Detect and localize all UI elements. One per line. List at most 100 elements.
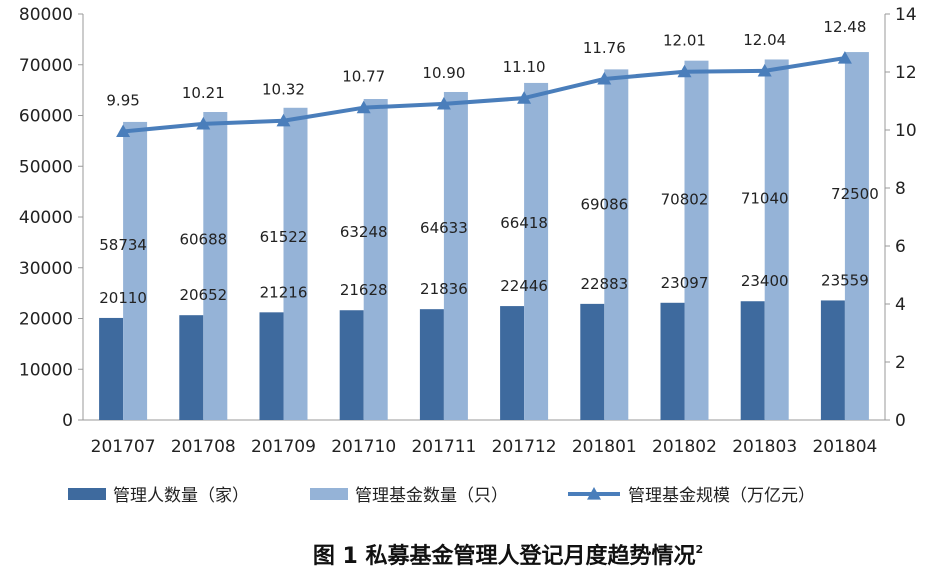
data-label-fund-count: 72500 bbox=[831, 185, 879, 203]
x-tick-label: 201712 bbox=[492, 437, 557, 457]
bar-fund-count bbox=[283, 107, 308, 420]
line-marker-triangle bbox=[757, 63, 772, 77]
data-label-fund-count: 70802 bbox=[661, 190, 709, 208]
data-label-fund-scale: 10.32 bbox=[262, 81, 305, 99]
y-right-tick-label: 12 bbox=[895, 63, 917, 83]
data-label-fund-count: 66418 bbox=[500, 214, 548, 232]
legend-swatch bbox=[310, 488, 348, 500]
figure-caption-text: 图 1 私募基金管理人登记月度趋势情况 bbox=[313, 543, 696, 569]
x-tick-label: 201804 bbox=[812, 437, 877, 457]
x-tick-label: 201803 bbox=[732, 437, 797, 457]
data-label-manager-count: 22446 bbox=[500, 277, 548, 295]
x-tick-label: 201709 bbox=[251, 437, 316, 457]
chart-legend: 管理人数量（家） 管理基金数量（只） 管理基金规模（万亿元） bbox=[68, 486, 815, 506]
data-label-fund-count: 60688 bbox=[179, 230, 227, 248]
legend-swatch-marker bbox=[587, 487, 601, 500]
data-label-fund-scale: 10.90 bbox=[422, 64, 465, 82]
y-right-tick-label: 2 bbox=[895, 353, 906, 373]
data-label-fund-count: 69086 bbox=[580, 196, 628, 214]
data-label-manager-count: 21216 bbox=[260, 283, 308, 301]
data-label-manager-count: 20110 bbox=[99, 289, 147, 307]
bar-fund-count bbox=[363, 99, 388, 420]
y-left-tick-label: 0 bbox=[62, 411, 73, 431]
data-label-fund-scale: 11.76 bbox=[583, 39, 626, 57]
data-label-manager-count: 23559 bbox=[821, 271, 869, 289]
data-label-fund-scale: 9.95 bbox=[106, 91, 139, 109]
line-marker-triangle bbox=[597, 71, 612, 85]
y-right-tick-label: 0 bbox=[895, 411, 906, 431]
bar-fund-count bbox=[123, 121, 148, 420]
legend-swatch bbox=[68, 488, 106, 500]
legend-item-fund-scale: 管理基金规模（万亿元） bbox=[568, 486, 815, 506]
bar-manager-count bbox=[820, 300, 845, 420]
line-marker-triangle bbox=[196, 116, 211, 130]
data-label-fund-count: 58734 bbox=[99, 236, 147, 254]
x-tick-label: 201802 bbox=[652, 437, 717, 457]
bar-manager-count bbox=[339, 310, 364, 420]
x-tick-label: 201710 bbox=[331, 437, 396, 457]
data-label-manager-count: 22883 bbox=[580, 275, 628, 293]
x-tick-label: 201801 bbox=[572, 437, 637, 457]
data-label-manager-count: 20652 bbox=[179, 286, 227, 304]
line-marker-triangle bbox=[837, 51, 852, 64]
line-marker-triangle bbox=[436, 96, 451, 110]
chart-bars bbox=[99, 52, 869, 421]
y-left-tick-label: 80000 bbox=[19, 5, 73, 25]
y-left-tick-label: 60000 bbox=[19, 107, 73, 127]
bar-manager-count bbox=[179, 315, 204, 420]
bar-manager-count bbox=[580, 303, 605, 420]
bar-manager-count bbox=[500, 306, 525, 420]
data-label-fund-scale: 10.21 bbox=[182, 84, 225, 102]
bar-fund-count bbox=[844, 52, 869, 420]
chart-data-labels: 20110 20652 21216 21628 21836 22446 22883 23097… bbox=[99, 18, 879, 307]
y-left-tick-label: 40000 bbox=[19, 208, 73, 228]
bar-manager-count bbox=[740, 301, 765, 420]
bar-manager-count bbox=[660, 302, 685, 420]
legend-label: 管理基金规模（万亿元） bbox=[628, 486, 815, 506]
y-left-tick-label: 70000 bbox=[19, 56, 73, 76]
data-label-fund-count: 64633 bbox=[420, 219, 468, 237]
line-marker-triangle bbox=[677, 64, 692, 78]
figure-caption: 图 1 私募基金管理人登记月度趋势情况2 bbox=[313, 543, 703, 569]
line-marker-triangle bbox=[517, 91, 532, 104]
data-label-fund-scale: 10.77 bbox=[342, 68, 385, 86]
bar-fund-count bbox=[604, 69, 629, 420]
data-label-fund-count: 63248 bbox=[340, 223, 388, 241]
y-right-tick-label: 8 bbox=[895, 179, 906, 199]
data-label-manager-count: 23400 bbox=[741, 272, 789, 290]
y-right-tick-label: 14 bbox=[895, 5, 917, 25]
legend-label: 管理基金数量（只） bbox=[355, 486, 508, 506]
y-left-tick-label: 30000 bbox=[19, 259, 73, 279]
x-tick-label: 201707 bbox=[91, 437, 156, 457]
bar-manager-count bbox=[419, 309, 444, 420]
data-label-fund-scale: 12.01 bbox=[663, 32, 706, 50]
bar-manager-count bbox=[99, 317, 124, 420]
line-marker-triangle bbox=[356, 100, 371, 114]
y-left-tick-label: 20000 bbox=[19, 310, 73, 330]
y-right-tick-label: 4 bbox=[895, 295, 906, 315]
chart-line-series bbox=[116, 51, 852, 138]
legend-item-fund-count: 管理基金数量（只） bbox=[310, 486, 508, 506]
x-tick-label: 201711 bbox=[411, 437, 476, 457]
data-label-fund-count: 71040 bbox=[741, 190, 789, 208]
bar-fund-count bbox=[203, 112, 228, 421]
y-left-tick-label: 10000 bbox=[19, 360, 73, 380]
y-right-tick-label: 6 bbox=[895, 237, 906, 257]
data-label-manager-count: 23097 bbox=[661, 274, 709, 292]
figure-caption-superscript: 2 bbox=[695, 543, 703, 556]
data-label-manager-count: 21836 bbox=[420, 280, 468, 298]
bar-manager-count bbox=[259, 312, 284, 420]
bar-fund-count bbox=[684, 60, 709, 421]
data-label-fund-scale: 12.04 bbox=[743, 31, 786, 49]
data-label-fund-scale: 11.10 bbox=[503, 58, 546, 76]
y-left-tick-label: 50000 bbox=[19, 157, 73, 177]
line-marker-triangle bbox=[116, 124, 131, 138]
bar-fund-count bbox=[764, 59, 789, 421]
x-tick-label: 201708 bbox=[171, 437, 236, 457]
data-label-fund-scale: 12.48 bbox=[823, 18, 866, 36]
legend-label: 管理人数量（家） bbox=[113, 486, 249, 506]
data-label-fund-count: 61522 bbox=[260, 228, 308, 246]
bar-fund-count bbox=[443, 91, 468, 421]
